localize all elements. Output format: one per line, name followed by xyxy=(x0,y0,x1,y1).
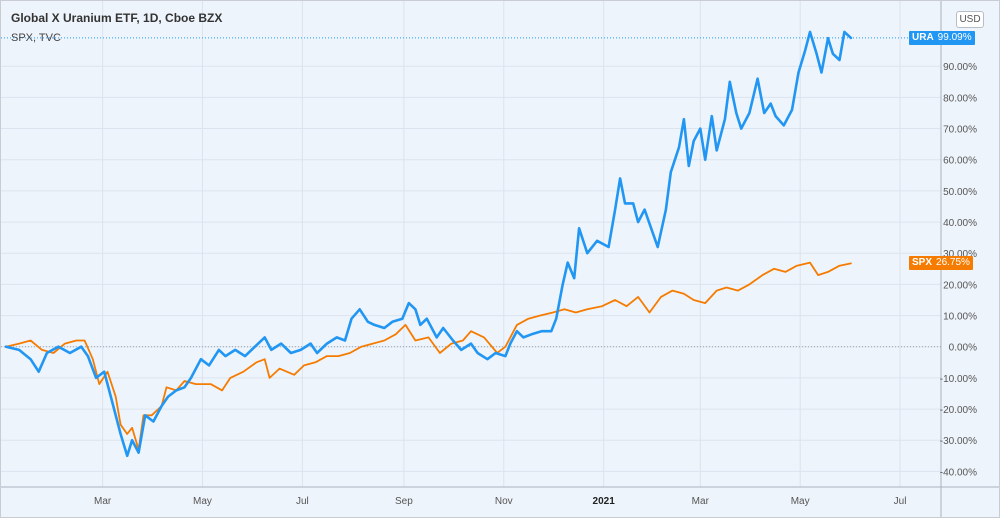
spx-line xyxy=(5,261,852,451)
ura-tag-name: URA xyxy=(912,31,934,43)
y-tick-label: 20.00% xyxy=(943,280,977,291)
y-tick-label: 0.00% xyxy=(949,343,977,354)
chart-title: Global X Uranium ETF, 1D, Cboe BZX xyxy=(11,11,223,25)
plot-background xyxy=(1,1,941,487)
y-tick-label: -20.00% xyxy=(940,405,977,416)
x-tick-label: May xyxy=(791,496,810,507)
x-tick-label: Jul xyxy=(296,496,309,507)
currency-badge[interactable]: USD xyxy=(956,11,984,28)
y-tick-label: 60.00% xyxy=(943,156,977,167)
ura-line xyxy=(4,30,853,458)
x-tick-label: Mar xyxy=(94,496,112,507)
y-tick-label: -30.00% xyxy=(940,436,977,447)
spx-last-value-tag: SPX 26.75% xyxy=(909,256,973,271)
x-tick-label: 2021 xyxy=(593,496,616,507)
spx-tag-value: 26.75% xyxy=(936,257,970,269)
y-tick-label: 90.00% xyxy=(943,62,977,73)
y-tick-label: 40.00% xyxy=(943,218,977,229)
x-axis: Mar May Jul Sep Nov 2021 Mar May Jul xyxy=(94,496,906,507)
y-tick-label: 50.00% xyxy=(943,187,977,198)
y-tick-label: 70.00% xyxy=(943,125,977,136)
y-tick-label: 80.00% xyxy=(943,93,977,104)
x-tick-label: Jul xyxy=(894,496,907,507)
ura-last-value-tag: URA 99.09% xyxy=(909,30,975,45)
ura-tag-value: 99.09% xyxy=(937,31,972,43)
comparison-symbol: SPX, TVC xyxy=(11,32,61,44)
y-tick-label: 30.00% xyxy=(943,249,977,260)
y-tick-label: 10.00% xyxy=(943,312,977,323)
x-tick-label: Mar xyxy=(692,496,710,507)
x-tick-label: May xyxy=(193,496,212,507)
y-tick-label: -10.00% xyxy=(940,374,977,385)
y-axis: -40.00% -30.00% -20.00% -10.00% 0.00% 10.00% 2… xyxy=(940,62,977,478)
x-tick-label: Sep xyxy=(395,496,413,507)
y-tick-label: -40.00% xyxy=(940,467,977,478)
series-layer xyxy=(4,30,853,458)
spx-tag-name: SPX xyxy=(912,257,933,269)
x-tick-label: Nov xyxy=(495,496,513,507)
